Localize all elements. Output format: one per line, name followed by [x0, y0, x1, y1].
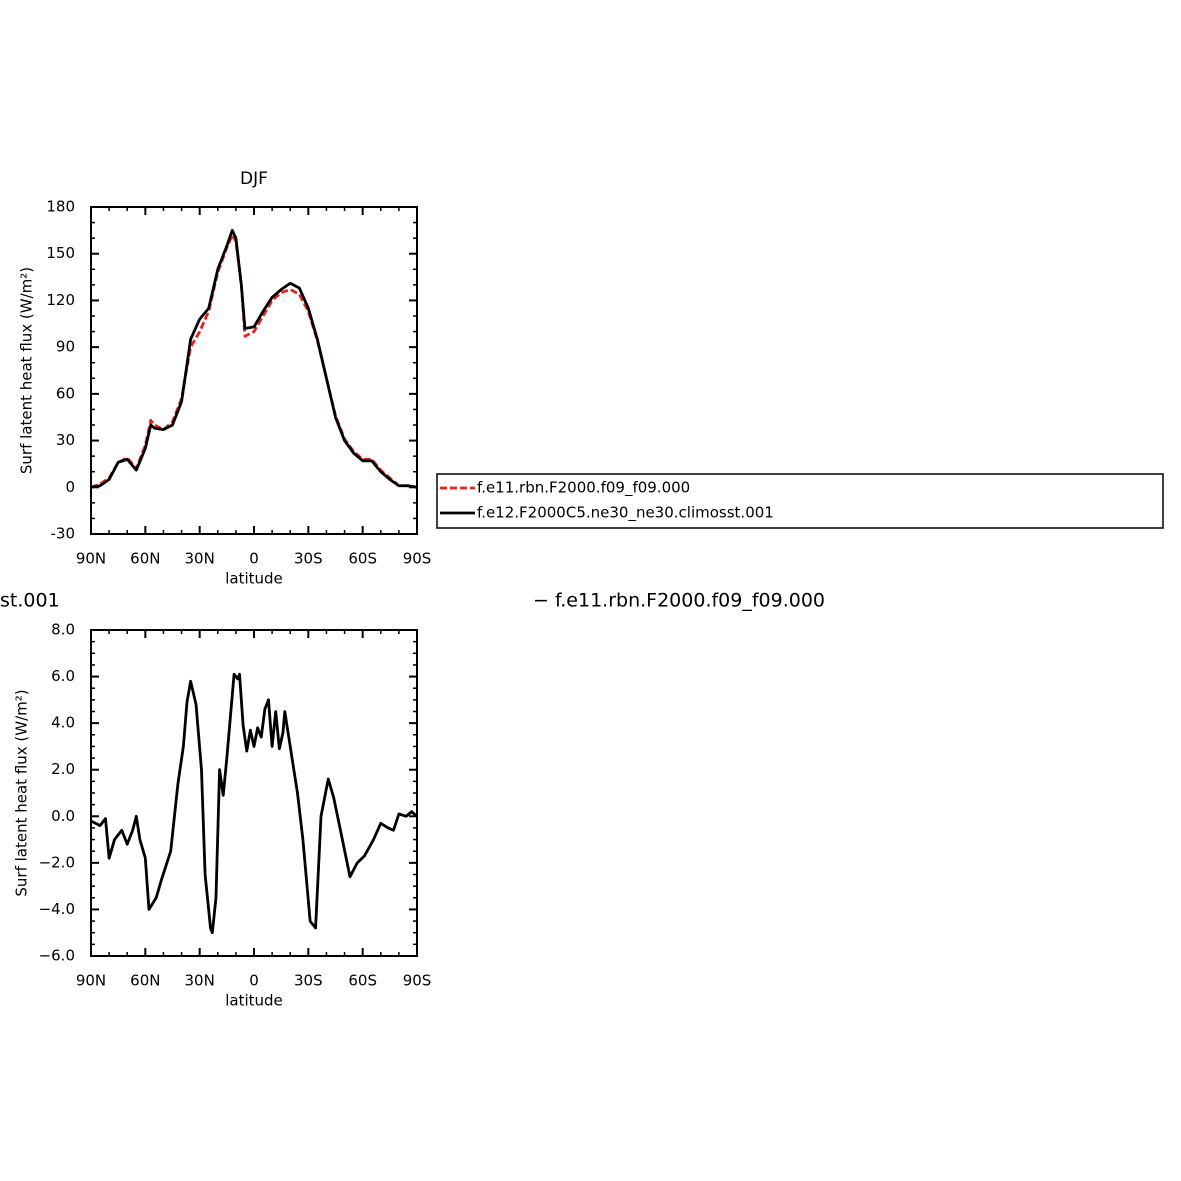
data-line [90, 672, 418, 935]
x-tick-label: 90N [76, 972, 106, 990]
x-tick-label: 30S [294, 550, 323, 568]
x-tick-label: 90S [403, 972, 432, 990]
y-tick-label: −6.0 [39, 947, 75, 965]
annotation: − f.e11.rbn.F2000.f09_f09.000 [533, 590, 825, 612]
legend-box [436, 473, 1164, 529]
legend-label: f.e11.rbn.F2000.f09_f09.000 [477, 479, 690, 498]
y-tick-label: −4.0 [39, 900, 75, 918]
chart-title: DJF [240, 169, 268, 189]
x-axis-label: latitude [225, 570, 283, 588]
y-tick-label: 8.0 [51, 621, 75, 639]
x-tick-label: 90S [403, 550, 432, 568]
y-axis-label: Surf latent heat flux (W/m²) [13, 689, 31, 896]
legend-label: f.e12.F2000C5.ne30_ne30.climosst.001 [477, 504, 774, 523]
x-tick-label: 30S [294, 972, 323, 990]
y-axis-label: Surf latent heat flux (W/m²) [18, 267, 36, 474]
x-tick-label: 30N [185, 972, 215, 990]
y-tick-label: 2.0 [51, 760, 75, 778]
data-line [90, 228, 418, 489]
plot-frame [90, 629, 418, 957]
x-axis-label: latitude [225, 992, 283, 1010]
y-tick-label: 30 [56, 431, 75, 449]
y-tick-label: -30 [51, 525, 76, 543]
plot-frame [90, 206, 418, 535]
y-tick-label: 6.0 [51, 667, 75, 685]
y-tick-label: 0 [65, 478, 75, 496]
y-tick-label: 4.0 [51, 714, 75, 732]
x-tick-label: 90N [76, 550, 106, 568]
annotation: st.001 [0, 590, 60, 612]
x-tick-label: 0 [249, 972, 259, 990]
data-line [90, 233, 418, 489]
y-tick-label: 60 [56, 384, 75, 402]
y-tick-label: 150 [46, 244, 75, 262]
x-tick-label: 30N [185, 550, 215, 568]
x-tick-label: 60S [348, 550, 377, 568]
y-tick-label: 120 [46, 291, 75, 309]
y-tick-label: −2.0 [39, 853, 75, 871]
x-tick-label: 60N [130, 972, 160, 990]
y-tick-label: 0.0 [51, 807, 75, 825]
x-tick-label: 0 [249, 550, 259, 568]
x-tick-label: 60N [130, 550, 160, 568]
x-tick-label: 60S [348, 972, 377, 990]
y-tick-label: 90 [56, 338, 75, 356]
y-tick-label: 180 [46, 198, 75, 216]
